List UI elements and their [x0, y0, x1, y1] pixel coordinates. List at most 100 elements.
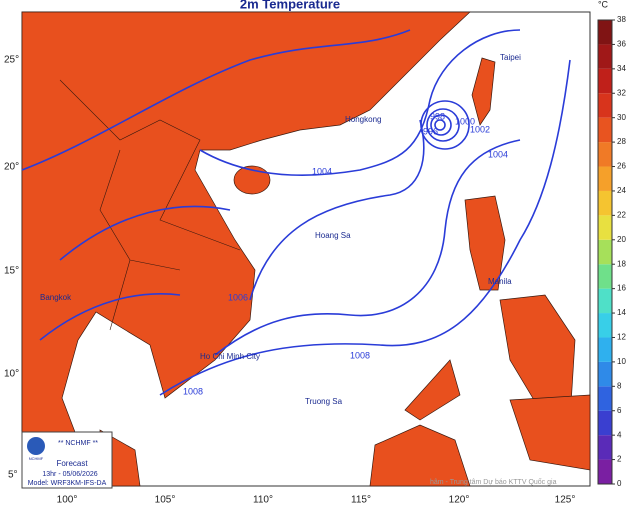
colorbar-bin [598, 264, 612, 289]
isobar-ring [426, 108, 460, 142]
place-label: Hongkong [345, 115, 381, 124]
place-label: Taipei [500, 53, 521, 62]
credit: hâm - Trung tâm Dự báo KTTV Quốc gia [430, 477, 557, 486]
isobar-label: 1002 [470, 124, 490, 134]
place-label: Hoang Sa [315, 231, 351, 240]
colorbar-bin [598, 313, 612, 338]
place-label: Manila [488, 277, 512, 286]
isobar-label: 1000 [455, 116, 475, 126]
lat-label: 25° [4, 55, 19, 66]
colorbar-bin [598, 215, 612, 240]
info-box: NCHMF ** NCHMF ** Forecast 13hr - 05/06/… [21, 431, 113, 489]
colorbar-bin [598, 68, 612, 94]
taiwan [471, 57, 496, 126]
colorbar-label: 14 [617, 308, 626, 317]
colorbar-label: 12 [617, 333, 626, 342]
colorbar-label: 18 [617, 259, 626, 268]
isobar-line [39, 205, 231, 341]
lon-label: 120° [449, 495, 470, 506]
colorbar-bin [598, 20, 612, 45]
colorbar-label: 24 [617, 186, 626, 195]
isobar-label: 998 [430, 111, 445, 121]
isobar-ring [420, 100, 470, 150]
unit-label: °C [598, 0, 609, 9]
mainland [21, 11, 471, 487]
colorbar-label: 34 [617, 64, 626, 73]
lon-label: 125° [555, 495, 576, 506]
lon-label: 115° [351, 495, 371, 506]
isobar-labels: 1008 1008 1006 1004 1004 1002 1000 998 9… [183, 111, 508, 396]
colorbar-bin [598, 93, 612, 118]
colorbar-bin [598, 117, 612, 143]
colorbar-bin [598, 166, 612, 191]
borders [59, 79, 241, 331]
isobar-line [199, 29, 521, 177]
colorbar-label: 36 [617, 40, 626, 49]
place-label: Truong Sa [305, 397, 343, 406]
logo-text: NCHMF [29, 456, 44, 461]
colorbar-label: 8 [617, 381, 622, 390]
lat-label: 5° [8, 470, 18, 481]
lon-labels: 100° 105° 110° 115° 120° 125° [57, 495, 576, 506]
isobar-label: 1008 [350, 350, 370, 360]
isobars [21, 29, 571, 396]
place-label: Ho Chi Minh City [200, 352, 260, 361]
colorbar-bin [598, 288, 612, 314]
lon-label: 100° [57, 495, 78, 506]
lon-label: 110° [253, 495, 273, 506]
sulawesi [509, 394, 591, 471]
colorbar-label: 38 [617, 15, 626, 24]
isobar-label: 996 [423, 126, 438, 136]
isobar-label: 1004 [312, 166, 332, 176]
hainan [233, 165, 271, 195]
palawan [404, 359, 461, 421]
colorbar-bin [598, 239, 612, 265]
map-title: 2m Temperature [240, 0, 340, 11]
lon-label: 105° [155, 495, 176, 506]
isobar-line [249, 119, 425, 301]
colorbar-label: 22 [617, 210, 626, 219]
model: Model: WRF3KM-IFS-DA [28, 480, 107, 487]
isobar-ring [434, 119, 446, 131]
colorbar-label: 30 [617, 113, 626, 122]
luzon [464, 195, 506, 291]
logo [27, 437, 45, 455]
colorbar-bin [598, 410, 612, 436]
forecast-label: Forecast [56, 459, 88, 468]
lat-label: 10° [4, 369, 19, 380]
isobar-label: 1006 [228, 292, 248, 302]
isobar-ring [430, 114, 452, 136]
colorbar-label: 16 [617, 284, 626, 293]
isobar-label: 1008 [183, 386, 203, 396]
colorbar-label: 20 [617, 235, 626, 244]
colorbar-label: 28 [617, 137, 626, 146]
isobar-line [214, 139, 521, 356]
colorbar-bin [598, 44, 612, 69]
isobar-label: 1004 [488, 149, 508, 159]
lat-label: 15° [4, 266, 19, 277]
colorbar-bin [598, 142, 612, 167]
colorbar-bin [598, 459, 612, 484]
lat-label: 20° [4, 162, 19, 173]
colorbar-frame [597, 19, 613, 485]
borneo [369, 424, 471, 487]
colorbar-bin [598, 337, 612, 362]
land [21, 11, 591, 487]
colorbar-bin [598, 386, 612, 411]
agency: ** NCHMF ** [58, 440, 98, 447]
place-label: Bangkok [40, 293, 72, 302]
colorbar-label: 26 [617, 162, 626, 171]
colorbar-bin [598, 361, 612, 387]
places: Taipei Hongkong Hoang Sa Truong Sa Ho Ch… [40, 53, 521, 406]
lat-labels: 25° 20° 15° 10° 5° [4, 55, 19, 481]
colorbar-label: 32 [617, 88, 626, 97]
isobar-line [21, 29, 411, 171]
colorbar-label: 2 [617, 455, 622, 464]
colorbar-label: 0 [617, 479, 622, 488]
colorbar-bin [598, 190, 612, 216]
forecast-time: 13hr - 05/06/2026 [42, 471, 97, 478]
colorbar-label: 10 [617, 357, 626, 366]
isobar-line [159, 59, 571, 396]
